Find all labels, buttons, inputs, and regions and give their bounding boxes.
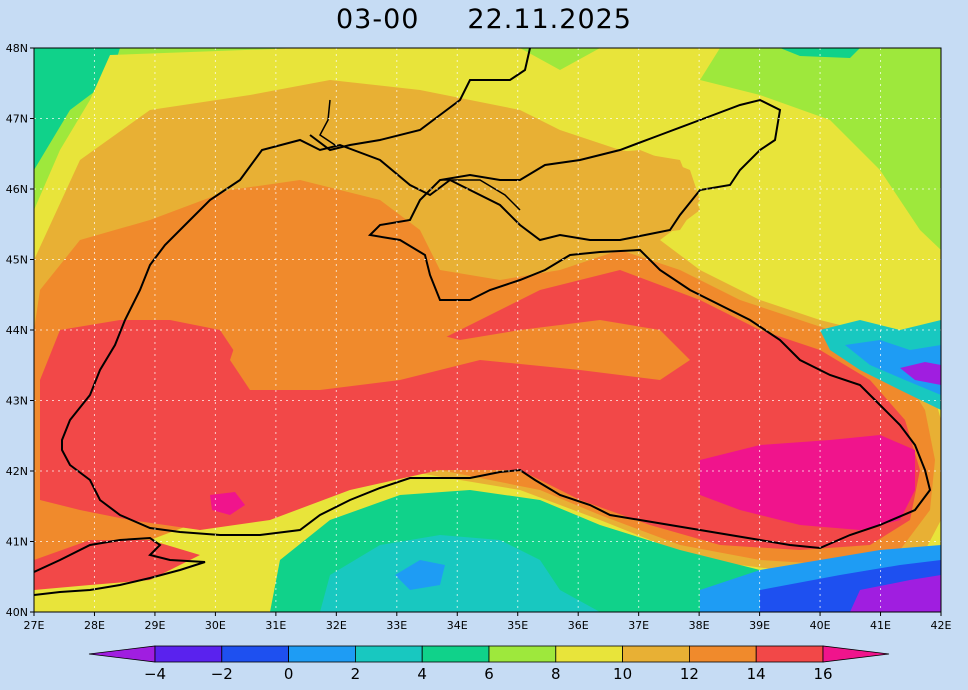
colorbar-label: 2	[351, 665, 361, 683]
lon-tick-label: 41E	[870, 619, 891, 632]
title-time: 03-00	[336, 4, 420, 35]
lon-tick-label: 38E	[689, 619, 710, 632]
coastline-azov-north	[309, 48, 531, 152]
lon-tick-label: 35E	[507, 619, 528, 632]
longitude-axis: 27E 28E 29E 30E 31E 32E 33E 34E 35E 36E 37E 38E 39E 4…	[24, 612, 952, 632]
colorbar-swatch	[755, 645, 824, 663]
coastline-inlet-1	[319, 99, 336, 146]
lon-tick-label: 28E	[84, 619, 105, 632]
field-band-0-south	[395, 560, 445, 590]
lat-tick-label: 48N	[6, 42, 28, 55]
coastline-black-sea	[61, 98, 932, 550]
colorbar-label: 16	[813, 665, 832, 683]
lon-tick-label: 27E	[24, 619, 45, 632]
coastline-inlet-2	[440, 179, 521, 211]
field-band-2-south	[320, 535, 600, 612]
colorbar-label: −2	[211, 665, 233, 683]
colorbar-swatch	[288, 645, 356, 663]
colorbar-label: −4	[144, 665, 166, 683]
lon-tick-label: 30E	[205, 619, 226, 632]
lon-tick-label: 32E	[326, 619, 347, 632]
lat-lon-grid	[34, 48, 941, 612]
field-band-14-tongue	[230, 320, 690, 390]
lat-tick-label: 44N	[6, 324, 28, 337]
lon-tick-label: 29E	[144, 619, 165, 632]
lon-tick-label: 34E	[447, 619, 468, 632]
lon-tick-label: 36E	[568, 619, 589, 632]
lat-tick-label: 42N	[6, 465, 28, 478]
coastline	[34, 48, 932, 596]
colorbar-label: 12	[680, 665, 699, 683]
colorbar-label: 14	[747, 665, 766, 683]
colorbar: −4 −2 0 2 4 6 8 10 12 14 16	[88, 645, 890, 683]
field-band-neg4-southeast	[850, 575, 941, 612]
lon-tick-label: 37E	[628, 619, 649, 632]
temperature-field	[34, 48, 941, 612]
latitude-axis: 48N 47N 46N 45N 44N 43N 42N 41N 40N	[6, 42, 34, 619]
lon-tick-label: 31E	[265, 619, 286, 632]
field-band-0-east	[845, 340, 941, 395]
lon-tick-label: 42E	[931, 619, 952, 632]
lat-tick-label: 45N	[6, 254, 28, 267]
colorbar-swatch	[622, 645, 690, 663]
lon-tick-label: 39E	[749, 619, 770, 632]
colorbar-label: 6	[484, 665, 494, 683]
colorbar-swatch	[555, 645, 623, 663]
field-band-18-east	[700, 435, 915, 530]
lon-tick-label: 33E	[386, 619, 407, 632]
field-band-12-azov	[520, 150, 700, 235]
colorbar-swatch	[221, 645, 290, 663]
lat-tick-label: 40N	[6, 606, 28, 619]
lat-tick-label: 41N	[6, 536, 28, 549]
colorbar-label: 0	[284, 665, 294, 683]
colorbar-swatch	[154, 645, 223, 663]
lon-tick-label: 40E	[810, 619, 831, 632]
map-title: 03-00 22.11.2025	[0, 4, 968, 35]
colorbar-label: 4	[417, 665, 427, 683]
colorbar-swatch	[88, 645, 156, 663]
coastline-marmara	[34, 536, 206, 596]
lat-tick-label: 47N	[6, 113, 28, 126]
colorbar-swatch	[689, 645, 757, 663]
colorbar-label: 8	[551, 665, 561, 683]
title-date: 22.11.2025	[467, 4, 632, 35]
colorbar-swatch	[822, 645, 890, 663]
colorbar-swatch	[421, 645, 490, 663]
lat-tick-label: 46N	[6, 183, 28, 196]
colorbar-swatch	[354, 645, 423, 663]
colorbar-label: 10	[613, 665, 632, 683]
lat-tick-label: 43N	[6, 395, 28, 408]
field-band-6-northeast	[780, 48, 860, 58]
field-band-18-patch	[210, 492, 245, 515]
field-band-6-north	[34, 48, 120, 170]
colorbar-swatch	[488, 645, 557, 663]
field-band-neg4-east	[900, 362, 941, 385]
